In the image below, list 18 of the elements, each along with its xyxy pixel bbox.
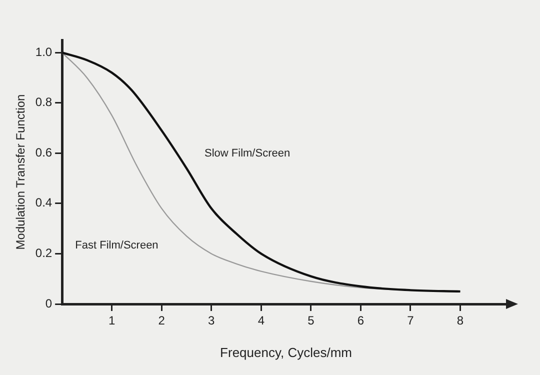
x-tick-label: 6 [357, 314, 364, 328]
series-label: Slow Film/Screen [204, 147, 290, 160]
x-tick-label: 4 [258, 314, 265, 328]
x-tick-label: 1 [108, 314, 116, 328]
x-tick-label: 5 [308, 314, 315, 328]
x-tick-label: 7 [407, 314, 414, 328]
x-tick-label: 2 [158, 314, 166, 328]
y-tick-label: 1.0 [35, 44, 52, 59]
x-tick-label: 3 [208, 314, 216, 328]
y-tick-label: 0.8 [35, 95, 52, 110]
y-tick-label: 0.6 [35, 145, 52, 160]
text: Fast Film/Screen [75, 240, 158, 252]
x-tick-label: 8 [456, 314, 464, 328]
y-tick-label: 0.4 [35, 196, 52, 210]
y-tick-label: 0 [45, 296, 52, 310]
y-axis-title: Modulation Transfer Function [14, 94, 28, 250]
x-axis-title: Frequency, Cycles/mm [220, 344, 352, 360]
y-tick-label: 0.2 [35, 246, 52, 260]
